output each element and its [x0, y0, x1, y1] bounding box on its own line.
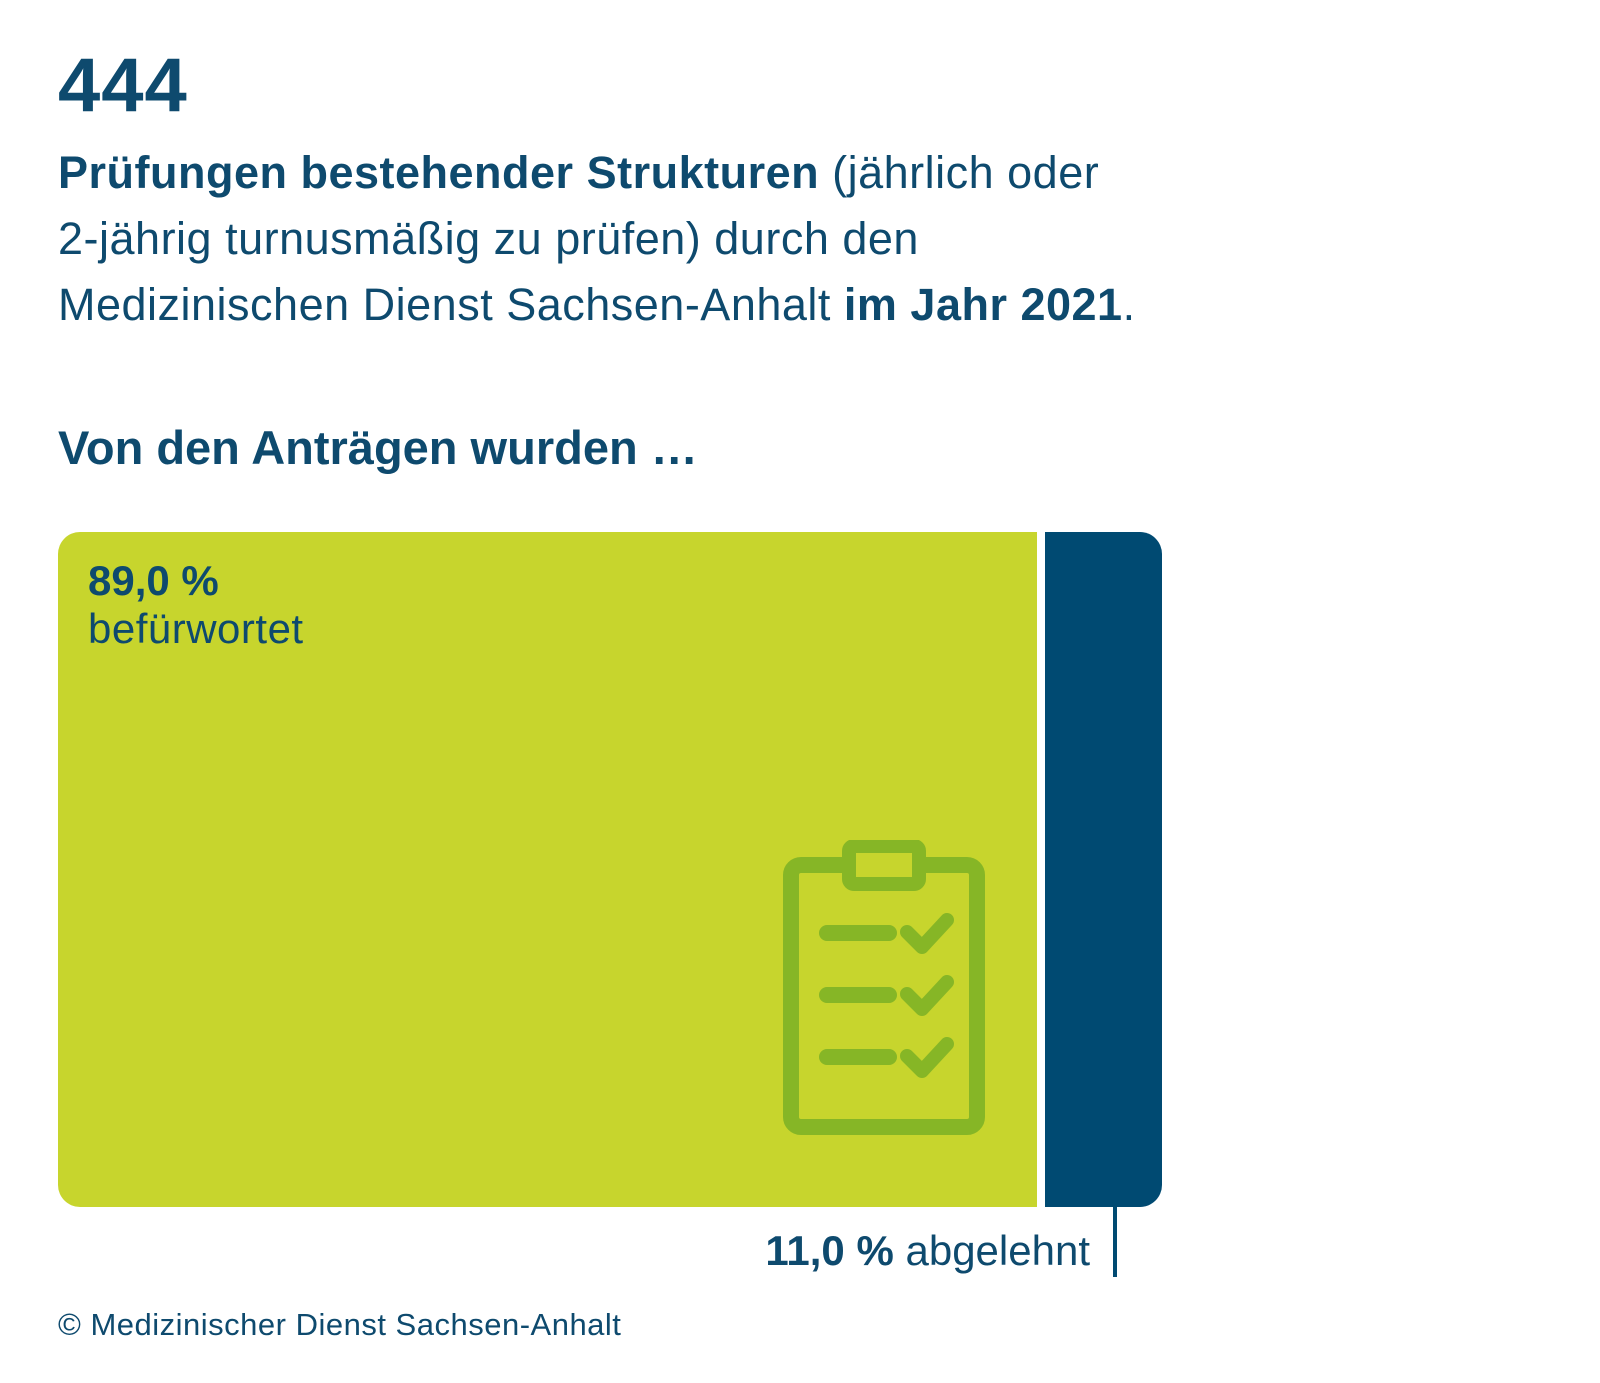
- intro-bold-2: im Jahr 2021: [843, 279, 1123, 330]
- approved-data-label: 89,0 % befürwortet: [88, 557, 304, 654]
- approved-value: 89,0 %: [88, 557, 219, 604]
- rejected-value: 11,0 %: [765, 1227, 894, 1274]
- intro-end: .: [1122, 279, 1136, 330]
- chart-subheading: Von den Anträgen wurden …: [58, 421, 698, 474]
- intro-text: Prüfungen bestehender Strukturen (jährli…: [58, 140, 1258, 338]
- clipboard-checklist-icon: [783, 840, 985, 1135]
- copyright-text: © Medizinischer Dienst Sachsen-Anhalt: [58, 1307, 622, 1342]
- rejected-name: abgelehnt: [905, 1227, 1090, 1274]
- approved-name: befürwortet: [88, 605, 304, 653]
- headline-number: 444: [58, 43, 188, 128]
- bar-abgelehnt: [1045, 532, 1162, 1207]
- rejected-leader-line: [1113, 1207, 1117, 1277]
- intro-text-3: Medizinischen Dienst Sachsen-Anhalt: [58, 279, 844, 330]
- rejected-data-label: 11,0 % abgelehnt: [765, 1230, 1090, 1272]
- intro-text-2: 2-jährig turnusmäßig zu prüfen) durch de…: [58, 213, 919, 264]
- intro-bold: Prüfungen bestehender Strukturen: [58, 147, 820, 198]
- intro-text-1: (jährlich oder: [819, 147, 1100, 198]
